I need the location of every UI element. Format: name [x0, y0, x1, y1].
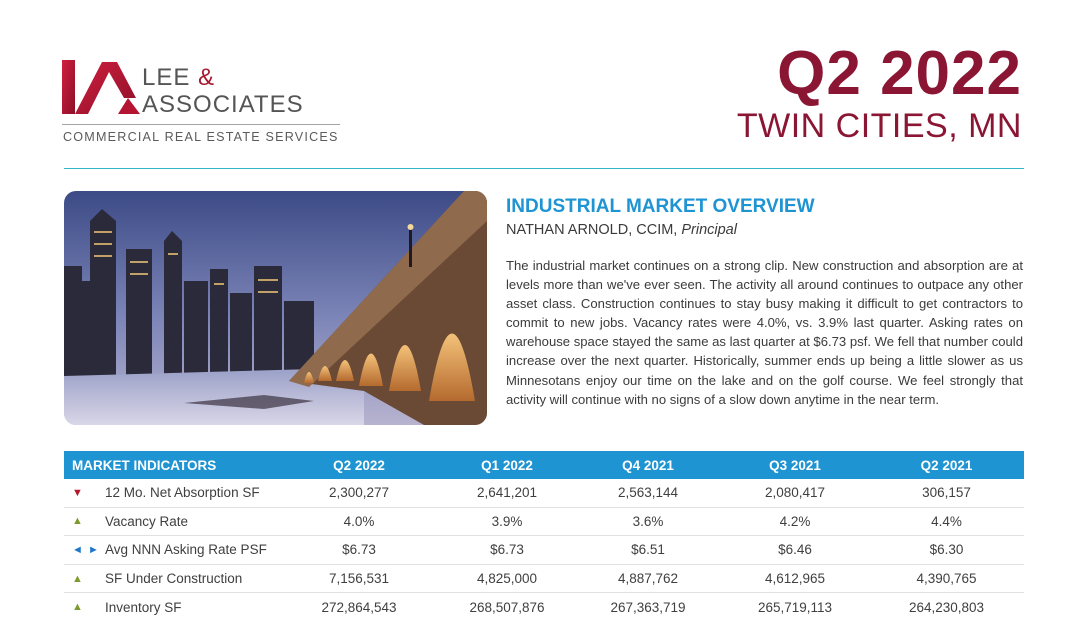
- table-cell: 7,156,531: [328, 571, 390, 587]
- report-quarter-title: Q2 2022: [777, 39, 1022, 108]
- author-role: Principal: [681, 222, 737, 238]
- logo-tagline: COMMERCIAL REAL ESTATE SERVICES: [63, 130, 339, 144]
- overview-title: INDUSTRIAL MARKET OVERVIEW: [506, 196, 815, 217]
- table-header-cell: Q2 2021: [920, 457, 973, 473]
- city-skyline-stone-arch-bridge-photo-icon: [64, 191, 487, 425]
- lee-associates-logo-mark-icon: [62, 60, 140, 114]
- author-name: NATHAN ARNOLD, CCIM,: [506, 222, 682, 238]
- table-cell: 2,563,144: [617, 485, 679, 501]
- table-cell: $6.30: [929, 542, 964, 558]
- table-cell: 264,230,803: [908, 599, 985, 615]
- logo-ampersand: &: [198, 64, 216, 91]
- table-cell: 4,887,762: [617, 571, 679, 587]
- row-label-cell: ◄ ► Avg NNN Asking Rate PSF: [64, 542, 279, 557]
- row-label-cell: ▼ 12 Mo. Net Absorption SF: [64, 485, 279, 500]
- table-row: ▼ 12 Mo. Net Absorption SF 2,300,277 2,6…: [64, 479, 1024, 508]
- row-label: 12 Mo. Net Absorption SF: [105, 485, 260, 501]
- table-header-cell: Q1 2022: [481, 457, 533, 473]
- table-header-cell: MARKET INDICATORS: [72, 457, 217, 473]
- trend-up-icon: ▲: [72, 601, 83, 614]
- table-header-cell: Q3 2021: [769, 457, 821, 473]
- table-header-row: MARKET INDICATORS Q2 2022 Q1 2022 Q4 202…: [64, 451, 1024, 479]
- overview-author: NATHAN ARNOLD, CCIM, Principal: [506, 221, 737, 239]
- table-cell: 4.4%: [931, 513, 962, 529]
- report-market-title: TWIN CITIES, MN: [736, 107, 1022, 145]
- table-cell: 268,507,876: [469, 599, 545, 615]
- table-cell: 2,641,201: [476, 485, 538, 501]
- table-cell: $6.46: [778, 542, 812, 558]
- overview-body: The industrial market continues on a str…: [506, 258, 1023, 407]
- table-cell: 4,390,765: [916, 571, 977, 587]
- trend-up-icon: ▲: [72, 572, 83, 585]
- company-logo: LEE & ASSOCIATES COMMERCIAL REAL ESTATE …: [62, 58, 342, 150]
- row-label: Inventory SF: [105, 599, 182, 615]
- table-cell: 2,300,277: [328, 485, 390, 501]
- trend-down-icon: ▼: [72, 486, 83, 499]
- row-label: Avg NNN Asking Rate PSF: [105, 542, 267, 558]
- trend-flat-icon: ◄ ►: [72, 543, 100, 556]
- table-cell: $6.51: [631, 542, 665, 558]
- header-divider: [64, 168, 1024, 169]
- table-row: ▲ Inventory SF 272,864,543 268,507,876 2…: [64, 593, 1024, 621]
- table-row: ◄ ► Avg NNN Asking Rate PSF $6.73 $6.73 …: [64, 536, 1024, 565]
- trend-up-icon: ▲: [72, 515, 83, 528]
- table-cell: 4,612,965: [764, 571, 826, 587]
- table-cell: 2,080,417: [764, 485, 826, 501]
- table-cell: 306,157: [922, 485, 971, 501]
- table-cell: 4,825,000: [476, 571, 538, 587]
- logo-name-line1: LEE: [142, 64, 199, 91]
- row-label: Vacancy Rate: [105, 513, 189, 529]
- table-cell: 3.9%: [491, 513, 523, 529]
- table-cell: $6.73: [342, 542, 376, 558]
- table-cell: $6.73: [490, 542, 524, 558]
- table-cell: 4.2%: [779, 513, 811, 529]
- logo-divider: [62, 124, 340, 125]
- table-cell: 4.0%: [343, 513, 375, 529]
- table-cell: 272,864,543: [321, 599, 397, 615]
- table-header-cell: Q2 2022: [333, 457, 385, 473]
- table-cell: 3.6%: [632, 513, 664, 529]
- table-cell: 267,363,719: [610, 599, 686, 615]
- table-row: ▲ Vacancy Rate 4.0% 3.9% 3.6% 4.2% 4.4%: [64, 508, 1024, 537]
- row-label-cell: ▲ Inventory SF: [64, 600, 279, 615]
- row-label-cell: ▲ SF Under Construction: [64, 571, 279, 586]
- table-row: ▲ SF Under Construction 7,156,531 4,825,…: [64, 565, 1024, 594]
- market-indicators-table: MARKET INDICATORS Q2 2022 Q1 2022 Q4 202…: [64, 451, 1024, 621]
- logo-name-line2: ASSOCIATES: [142, 91, 304, 118]
- logo-wordmark: LEE & ASSOCIATES: [142, 64, 304, 118]
- table-header-cell: Q4 2021: [622, 457, 674, 473]
- table-cell: 265,719,113: [757, 599, 833, 615]
- row-label: SF Under Construction: [105, 571, 243, 587]
- city-skyline-photo: [64, 191, 487, 425]
- row-label-cell: ▲ Vacancy Rate: [64, 514, 279, 529]
